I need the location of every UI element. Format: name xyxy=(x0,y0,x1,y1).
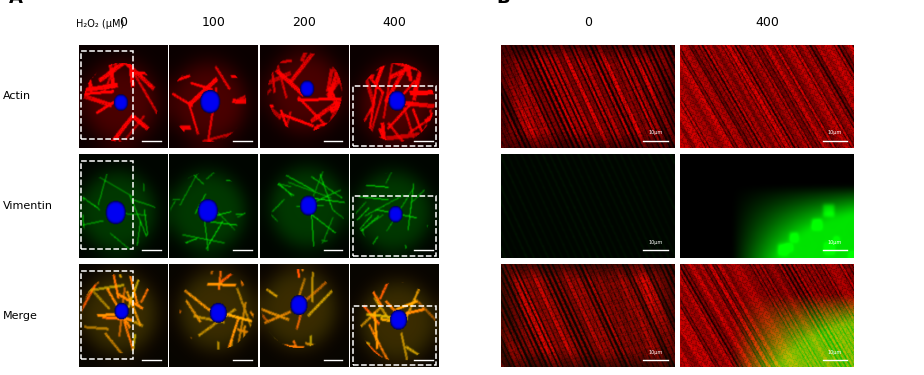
Text: 400: 400 xyxy=(755,16,779,29)
Text: 10μm: 10μm xyxy=(828,240,842,245)
Bar xyxy=(353,86,436,146)
Text: 0: 0 xyxy=(119,16,127,29)
Text: 10μm: 10μm xyxy=(828,350,842,355)
Text: 100: 100 xyxy=(201,16,225,29)
Text: B: B xyxy=(496,0,510,7)
Text: 0: 0 xyxy=(584,16,591,29)
Text: 10μm: 10μm xyxy=(649,130,663,135)
Bar xyxy=(353,306,436,365)
Bar xyxy=(81,160,133,249)
Bar xyxy=(81,271,133,359)
Text: 400: 400 xyxy=(383,16,407,29)
Text: Vimentin: Vimentin xyxy=(3,201,53,211)
Text: A: A xyxy=(9,0,23,7)
Text: Merge: Merge xyxy=(3,311,38,321)
Text: H₂O₂ (μM): H₂O₂ (μM) xyxy=(76,19,124,29)
Text: Actin: Actin xyxy=(3,91,30,101)
Text: 10μm: 10μm xyxy=(828,130,842,135)
Text: 200: 200 xyxy=(292,16,316,29)
Text: 10μm: 10μm xyxy=(649,350,663,355)
Bar xyxy=(353,196,436,256)
Bar xyxy=(81,51,133,140)
Text: 10μm: 10μm xyxy=(649,240,663,245)
